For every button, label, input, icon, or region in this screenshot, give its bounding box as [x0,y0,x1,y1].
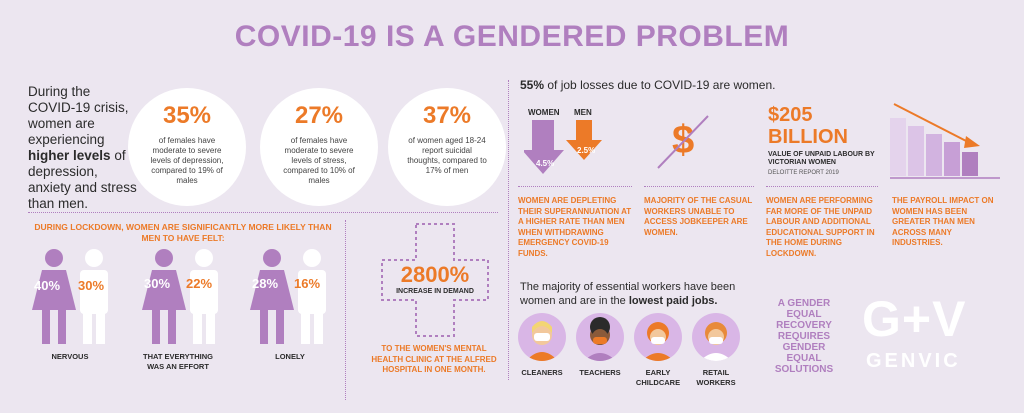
female-figure [142,249,186,344]
men-super-pct: 2.5% [577,146,596,155]
payroll-decline-icon [890,103,1000,179]
jobs-headline: 55% of job losses due to COVID-19 are wo… [520,78,776,92]
divider-horizontal-left [28,212,498,213]
super-arrows-icon [524,120,602,174]
stat-pct: 37% [422,102,472,129]
super-caption: WOMEN ARE DEPLETING THEIR SUPERANNUATION… [518,196,632,258]
childcare-avatar [634,313,682,361]
female-pct: 30% [144,276,171,291]
medical-cross-icon [381,223,489,337]
divider-unpaid [766,186,878,187]
intro-line-1: During the COVID-19 crisis, women are ex… [28,84,129,147]
worker-label-cleaners: CLEANERS [521,368,563,377]
lockdown-figures [32,249,326,344]
jobs-pct: 55% [520,78,545,92]
unpaid-unit: BILLION [768,126,848,148]
stat-desc: of females have moderate to severe level… [150,136,224,185]
genvic-logo-name: GENVIC [866,350,961,372]
female-figure [250,249,294,344]
lockdown-label-effort: THAT EVERYTHING WAS AN EFFORT [142,352,213,371]
women-label: WOMEN [528,108,560,117]
worker-label-teachers: TEACHERS [579,368,621,377]
unpaid-caption: WOMEN ARE PERFORMING FAR MORE OF THE UNP… [766,196,875,258]
women-super-pct: 4.5% [536,159,555,168]
worker-label-retail: RETAIL WORKERS [696,368,736,387]
clinic-sub: INCREASE IN DEMAND [396,288,474,295]
essential-text: The majority of essential workers have b… [520,280,752,308]
male-pct: 16% [294,276,321,291]
cleaner-avatar [518,313,566,361]
intro-line-2: of depression, anxiety and stress than m… [28,148,137,211]
clinic-stat: 2800% INCREASE IN DEMAND [380,262,490,295]
male-figure [80,249,108,344]
female-figure [32,249,76,344]
strike-through-icon [657,115,709,169]
unpaid-sub: VALUE OF UNPAID LABOUR BY VICTORIAN WOME… [768,151,875,166]
jobkeeper-caption: MAJORITY OF THE CASUAL WORKERS UNABLE TO… [644,196,753,237]
essential-bold: lowest paid jobs. [628,295,718,307]
divider-vertical-left [345,220,346,400]
payroll-caption: THE PAYROLL IMPACT ON WOMEN HAS BEEN GRE… [892,196,994,247]
intro-bold: higher levels [28,148,111,163]
jobs-text: of job losses due to COVID-19 are women. [547,78,776,92]
men-label: MEN [574,108,592,117]
divider-vertical-center [508,80,509,380]
male-figure [298,249,326,344]
essential-line: The majority of essential workers have b… [520,281,736,307]
teacher-avatar [576,313,624,361]
stat-circle-stress: 27% of females have moderate to severe l… [260,88,378,206]
clinic-value: 2800% [400,262,470,287]
genvic-logo-mark: G+V [862,291,967,347]
divider-jobkeeper [644,186,754,187]
retail-worker-avatar [692,313,740,361]
unpaid-amount: $205 [768,104,813,126]
stat-pct: 27% [294,102,344,129]
page-title: COVID-19 IS A GENDERED PROBLEM [234,20,790,53]
female-pct: 28% [252,276,279,291]
recovery-statement: A GENDER EQUAL RECOVERY REQUIRES GENDER … [774,298,834,375]
lockdown-heading: DURING LOCKDOWN, WOMEN ARE SIGNIFICANTLY… [34,222,332,243]
divider-super [518,186,632,187]
male-pct: 22% [186,276,213,291]
worker-label-childcare: EARLY CHILDCARE [635,368,681,387]
stat-desc: of females have moderate to severe level… [283,136,355,185]
male-figure [190,249,218,344]
unpaid-source: DELOITTE REPORT 2019 [768,170,839,176]
stat-circle-depression: 35% of females have moderate to severe l… [128,88,246,206]
lockdown-label-nervous: NERVOUS [51,352,89,361]
dollar-icon: $ [672,118,695,162]
stat-pct: 35% [162,102,212,129]
clinic-caption: TO THE WOMEN'S MENTAL HEALTH CLINIC AT T… [371,344,497,374]
stat-circle-suicidal: 37% of women aged 18-24 report suicidal … [388,88,506,206]
intro-text: During the COVID-19 crisis, women are ex… [28,84,138,212]
stat-desc: of women aged 18-24 report suicidal thou… [407,136,487,175]
lockdown-label-lonely: LONELY [275,352,305,361]
female-pct: 40% [34,278,61,293]
male-pct: 30% [78,278,105,293]
